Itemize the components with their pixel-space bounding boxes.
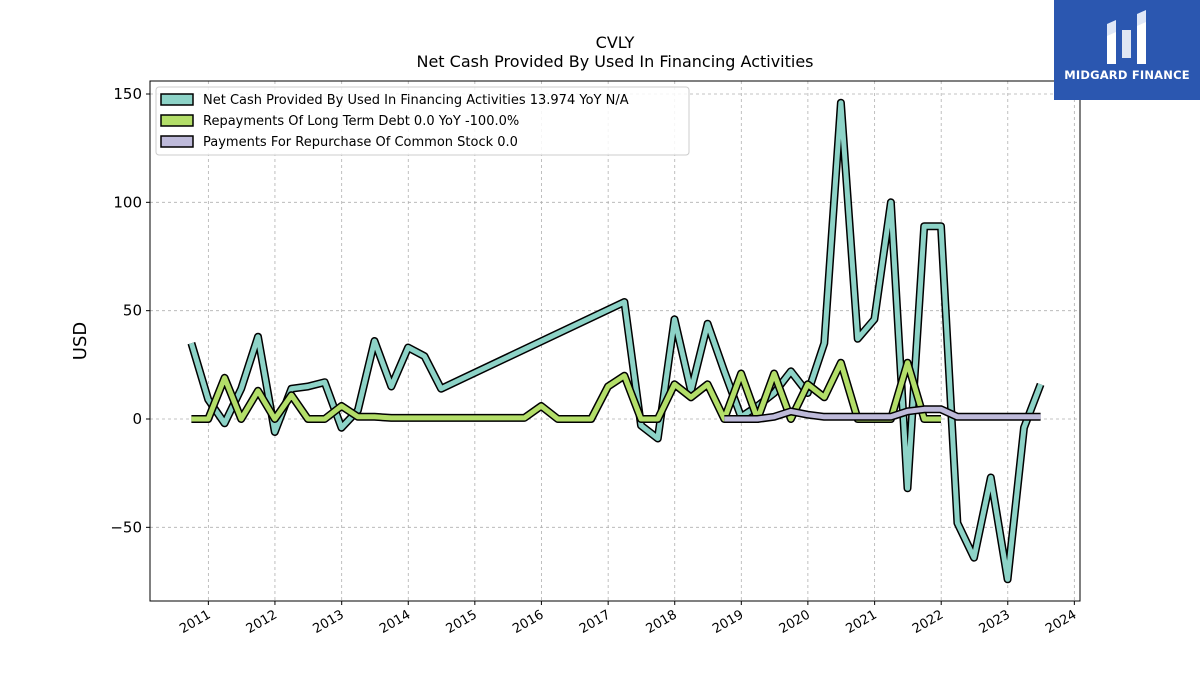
grid-lines [150, 81, 1080, 601]
y-axis-label: USD [70, 322, 91, 360]
series-line-repayments [191, 358, 941, 423]
brand-logo: MIDGARD FINANCE [1054, 0, 1200, 100]
brand-logo-mark-icon [1107, 10, 1146, 64]
legend-swatch-repayments [160, 114, 194, 127]
series-lines [187, 98, 1045, 584]
x-tick-label: 2022 [910, 607, 946, 637]
x-tick-label: 2021 [843, 607, 879, 637]
legend-swatch-repurchase [160, 135, 194, 148]
legend-label-net-cash: Net Cash Provided By Used In Financing A… [203, 93, 629, 108]
x-tick-label: 2018 [644, 607, 680, 637]
legend-box [155, 86, 690, 156]
chart-title: CVLY [596, 33, 635, 52]
chart-subtitle: Net Cash Provided By Used In Financing A… [416, 52, 813, 71]
x-tick-label: 2012 [244, 607, 280, 637]
series-line-fill [724, 406, 1041, 422]
y-tick-label: 50 [123, 302, 142, 320]
plot-frame [149, 80, 1081, 602]
legend-label-repurchase: Payments For Repurchase Of Common Stock … [203, 135, 518, 150]
brand-logo-text: MIDGARD FINANCE [1064, 68, 1190, 82]
legend-swatch-net-cash [160, 93, 194, 106]
series-line-net-cash [187, 98, 1045, 584]
y-tick-label: 150 [113, 85, 142, 103]
x-tick-label: 2014 [377, 607, 413, 637]
x-tick-label: 2024 [1043, 607, 1079, 637]
series-line-repurchase [724, 405, 1041, 423]
y-tick-label: 100 [113, 193, 142, 211]
series-line-fill [189, 100, 1043, 582]
series-line-fill [191, 360, 941, 422]
legend: Net Cash Provided By Used In Financing A… [155, 86, 690, 156]
series-line-outline [187, 98, 1045, 584]
y-axis: −50 0 50 100 150 [110, 85, 150, 536]
x-tick-label: 2023 [977, 607, 1013, 637]
y-tick-label: −50 [110, 518, 142, 536]
x-tick-label: 2015 [444, 607, 480, 637]
legend-label-repayments: Repayments Of Long Term Debt 0.0 YoY -10… [203, 114, 519, 129]
x-tick-label: 2017 [577, 607, 613, 637]
x-tick-label: 2019 [710, 607, 746, 637]
y-tick-label: 0 [132, 410, 142, 428]
x-tick-label: 2013 [311, 607, 347, 637]
x-axis: 2011 2012 2013 2014 2015 2016 2017 2018 2019 2020… [177, 601, 1079, 637]
x-tick-label: 2011 [177, 607, 213, 637]
x-tick-label: 2020 [777, 607, 813, 637]
x-tick-label: 2016 [510, 607, 546, 637]
